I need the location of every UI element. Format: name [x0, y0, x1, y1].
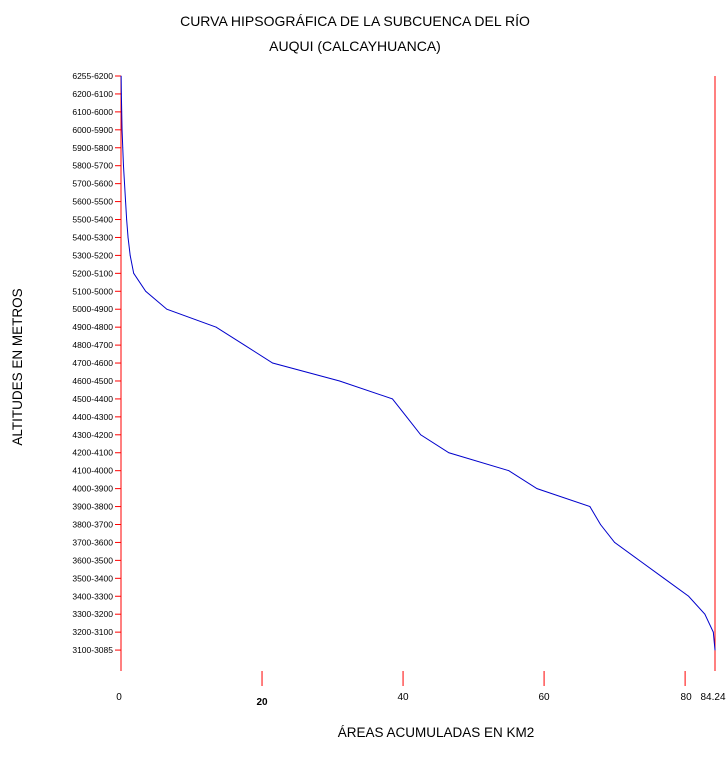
y-tick-label: 3300-3200	[72, 609, 113, 619]
y-tick-label: 4000-3900	[72, 484, 113, 494]
series-point	[420, 434, 422, 436]
y-tick-label: 3700-3600	[72, 537, 113, 547]
series-point	[614, 542, 615, 543]
series-point	[638, 559, 640, 561]
series-line	[120, 75, 716, 651]
y-tick-label: 4300-4200	[72, 430, 113, 440]
chart-title-line-2: AUQUI (CALCAYHUANCA)	[269, 38, 441, 54]
series-point	[120, 75, 122, 77]
series-point	[121, 111, 123, 113]
y-tick-label: 5000-4900	[72, 304, 113, 314]
y-tick-label: 3200-3100	[72, 627, 113, 637]
series-point	[508, 470, 510, 472]
series-point	[127, 237, 129, 238]
y-tick-label: 4100-4000	[72, 466, 113, 476]
series-point	[714, 649, 716, 651]
y-tick-label: 4600-4500	[72, 376, 113, 386]
series-point	[124, 183, 125, 185]
series-point	[126, 219, 128, 220]
axes	[120, 76, 716, 671]
y-tick-label: 4400-4300	[72, 412, 113, 422]
series-point	[166, 308, 168, 310]
series-point	[589, 506, 591, 507]
y-tick-label: 6100-6000	[72, 107, 113, 117]
series-point	[243, 344, 245, 346]
y-tick-label: 5200-5100	[72, 268, 113, 278]
data-series	[120, 75, 716, 651]
series-point	[129, 255, 131, 256]
x-tick-label: 60	[539, 692, 551, 703]
series-point	[125, 201, 126, 202]
series-point	[688, 595, 690, 597]
x-tick-label: 80	[681, 692, 693, 703]
y-tick-label: 5900-5800	[72, 143, 113, 153]
series-point	[133, 272, 135, 274]
y-tick-label: 5700-5600	[72, 179, 113, 189]
chart-title-line-1: CURVA HIPSOGRÁFICA DE LA SUBCUENCA DEL R…	[180, 13, 530, 29]
y-tick-label: 5400-5300	[72, 232, 113, 242]
x-tick-label: 20	[256, 697, 268, 708]
series-point	[122, 147, 124, 149]
series-point	[600, 524, 601, 525]
series-point	[215, 326, 217, 328]
y-tick-label: 3400-3300	[72, 591, 113, 601]
y-tick-label: 6200-6100	[72, 89, 113, 99]
x-tick-label: 0	[116, 692, 122, 703]
y-tick-label: 5500-5400	[72, 215, 113, 225]
y-tick-label: 6000-5900	[72, 125, 113, 135]
y-tick-label: 3600-3500	[72, 555, 113, 565]
y-tick-label: 5300-5200	[72, 250, 113, 260]
y-tick-label: 4800-4700	[72, 340, 113, 350]
y-tick-label: 5100-5000	[72, 286, 113, 296]
y-tick-label: 4700-4600	[72, 358, 113, 368]
x-axis-ticks: 0 20 40 60 80 84.24	[116, 671, 726, 708]
x-axis-label: ÁREAS ACUMULADAS EN KM2	[338, 725, 535, 740]
y-tick-label: 3500-3400	[72, 573, 113, 583]
series-point	[120, 93, 122, 95]
series-point	[406, 416, 407, 418]
y-tick-label: 3800-3700	[72, 520, 113, 530]
series-point	[121, 129, 123, 131]
series-point	[339, 380, 340, 382]
y-tick-label: 5600-5500	[72, 197, 113, 207]
y-tick-label: 4900-4800	[72, 322, 113, 332]
y-tick-label: 4200-4100	[72, 448, 113, 458]
series-point	[123, 165, 124, 167]
series-point	[145, 290, 147, 292]
series-point	[272, 362, 274, 364]
series-point	[704, 613, 706, 615]
series-point	[712, 631, 714, 633]
y-tick-label: 3100-3085	[72, 645, 113, 655]
x-tick-label: 84.24	[700, 692, 725, 703]
series-point	[663, 577, 665, 579]
y-axis-ticks: 6255-6200 6200-6100 6100-6000 6000-5900 5900…	[72, 71, 121, 655]
y-tick-label: 3900-3800	[72, 502, 113, 512]
y-tick-label: 4500-4400	[72, 394, 113, 404]
x-tick-label: 40	[397, 692, 409, 703]
y-tick-label: 5800-5700	[72, 161, 113, 171]
series-point	[392, 398, 393, 400]
series-point	[536, 488, 538, 490]
y-tick-label: 6255-6200	[72, 71, 113, 81]
series-point	[448, 452, 450, 454]
y-axis-label: ALTITUDES EN METROS	[10, 288, 25, 445]
